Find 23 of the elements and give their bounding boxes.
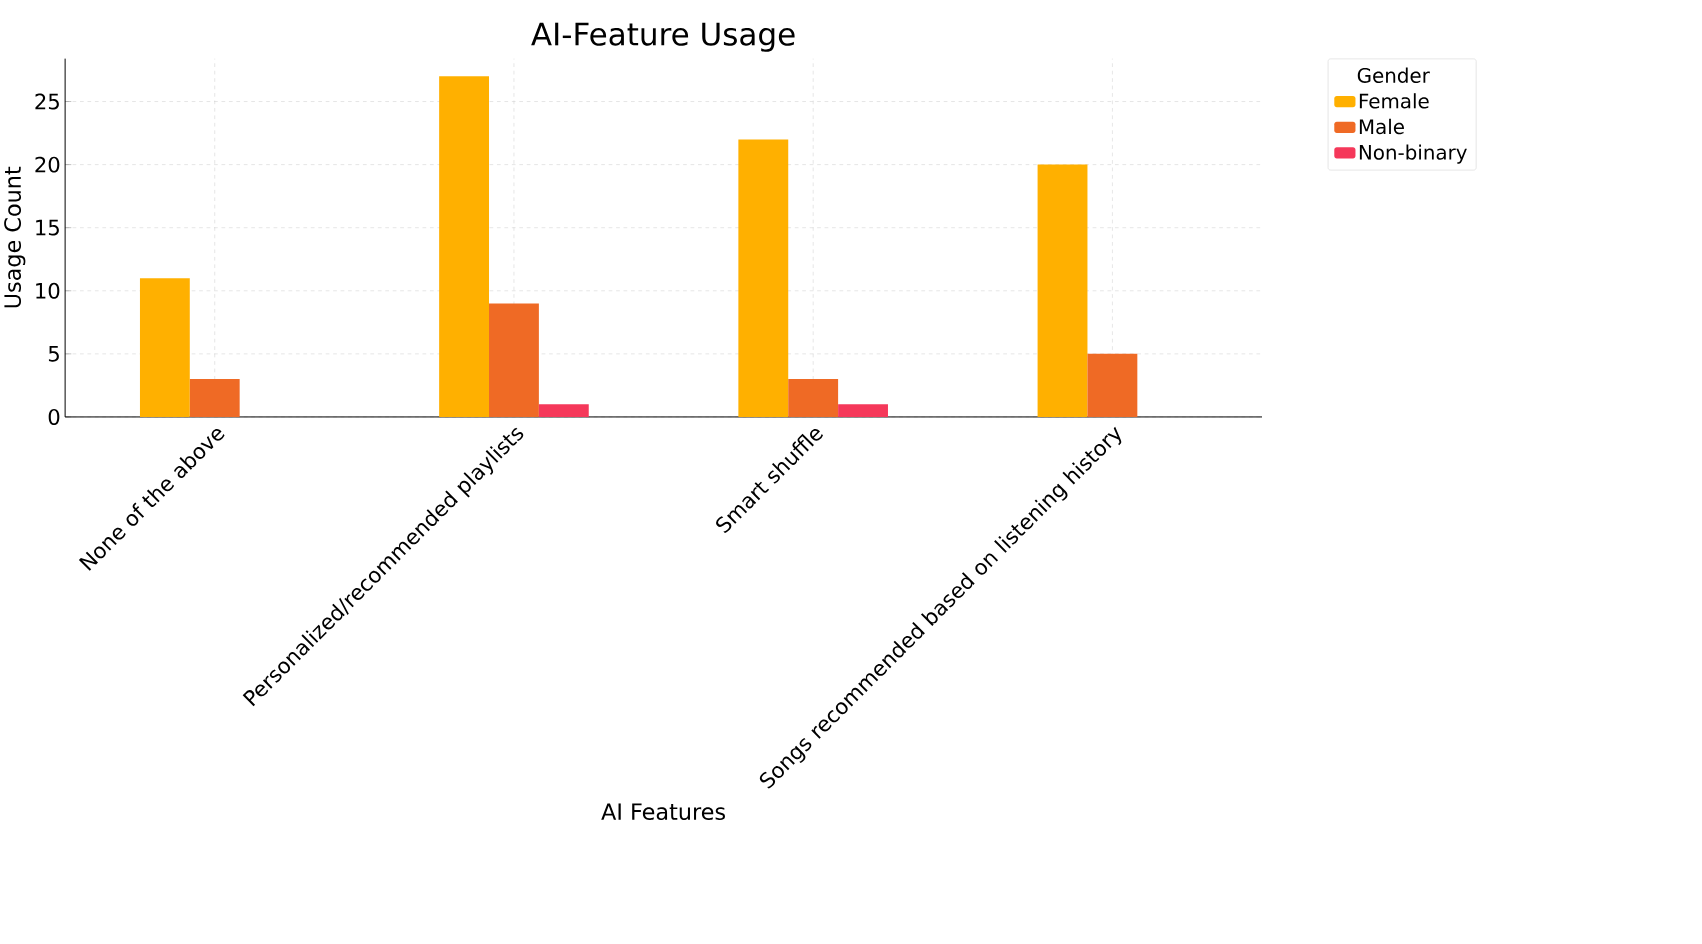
legend-label: Female	[1359, 93, 1429, 109]
bar	[189, 379, 240, 418]
bar	[1037, 164, 1088, 418]
x-axis-title: AI Features	[601, 803, 725, 821]
bar	[838, 404, 888, 418]
chart-title: AI-Feature Usage	[531, 22, 795, 52]
y-tick-label: 25	[35, 93, 59, 110]
bar	[139, 278, 190, 418]
bar	[788, 379, 839, 418]
bar	[1087, 353, 1138, 418]
y-tick-label: 20	[35, 156, 60, 173]
legend-label: Male	[1359, 118, 1404, 135]
bar	[439, 76, 490, 418]
bar	[738, 139, 789, 418]
legend-title: Gender	[1357, 67, 1430, 84]
y-tick-label: 10	[36, 282, 60, 299]
bar	[538, 404, 589, 418]
y-tick-label: 5	[48, 346, 59, 362]
y-axis-title: Usage Count	[4, 166, 26, 308]
y-tick-label: 15	[36, 219, 59, 236]
y-tick-label: 0	[48, 409, 60, 426]
bar	[489, 303, 539, 418]
legend-label: Non-binary	[1359, 144, 1467, 164]
